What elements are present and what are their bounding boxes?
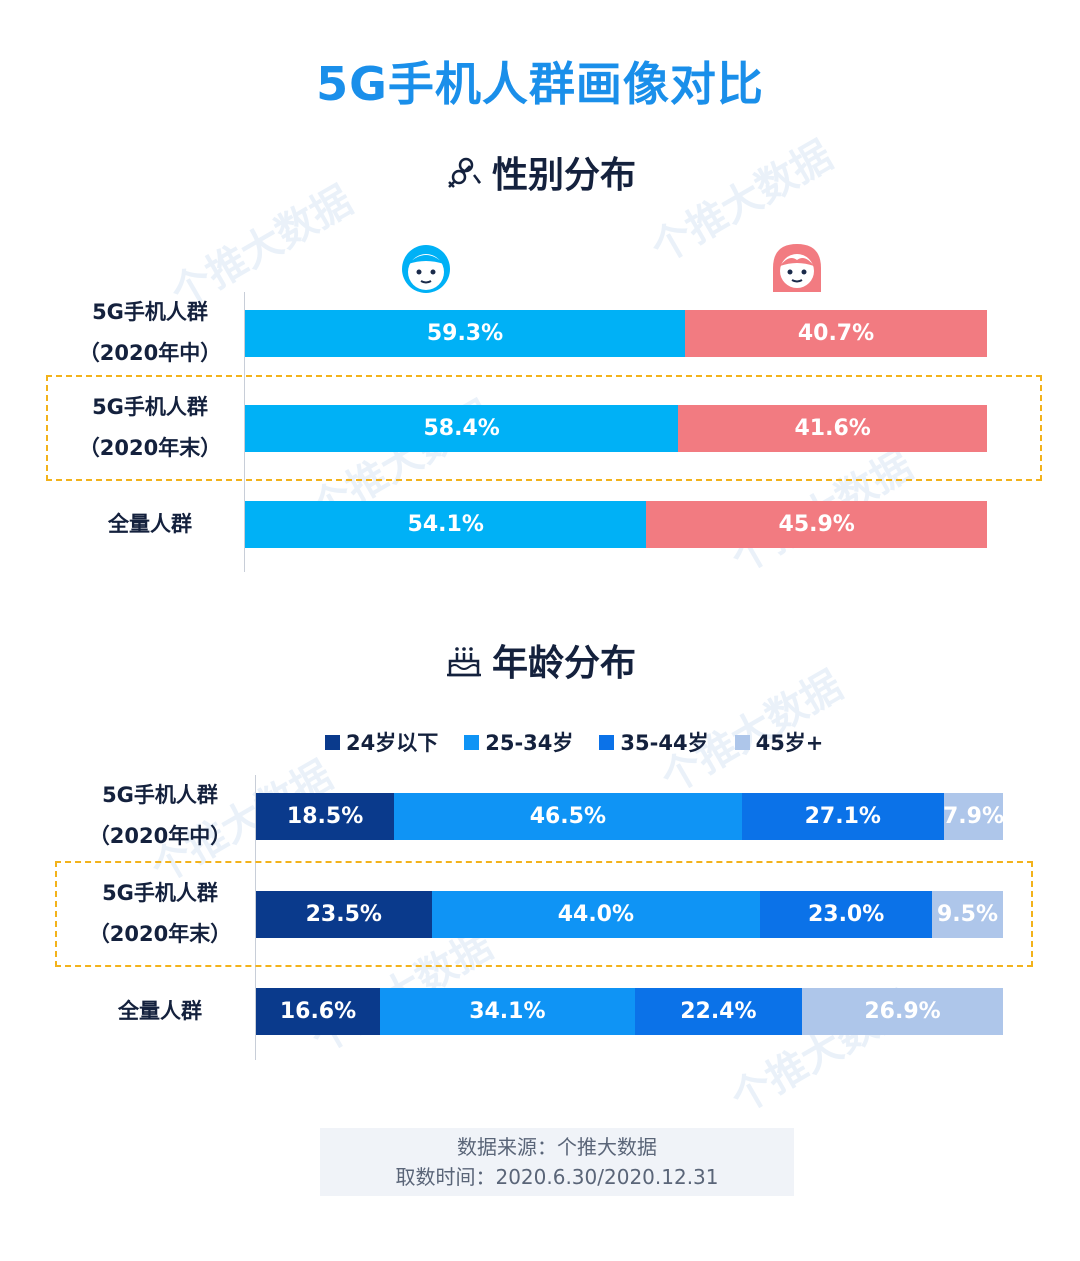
data-label: 44.0% (557, 901, 635, 927)
date-range-line: 取数时间：2020.6.30/2020.12.31 (395, 1165, 719, 1189)
page-title: 5G手机人群画像对比 (316, 57, 764, 111)
category-label-line: （2020年中） (88, 824, 232, 848)
legend-swatch (325, 734, 340, 750)
bar-segment: 26.9% (802, 987, 1003, 1035)
bar-segment: 23.0% (760, 890, 933, 938)
legend-item: 35-44岁 (599, 727, 709, 757)
data-label: 16.6% (279, 998, 357, 1024)
category-label: 5G手机人群 （2020年中） (70, 775, 250, 857)
highlight-box (55, 861, 1033, 967)
category-label-line: （2020年末） (78, 436, 222, 460)
data-label: 18.5% (286, 803, 364, 829)
source-line: 数据来源：个推大数据 (457, 1135, 657, 1159)
bar-segment: 59.3% (245, 309, 685, 357)
category-label: 全量人群 (70, 991, 250, 1032)
data-label: 22.4% (680, 998, 757, 1024)
legend-swatch (599, 734, 615, 750)
category-label-line: 5G手机人群 (102, 783, 218, 807)
bar-segment: 22.4% (634, 987, 803, 1035)
bar-segment: 45.9% (646, 500, 987, 548)
data-label: 26.9% (864, 998, 941, 1024)
bar-segment: 40.7% (685, 309, 987, 357)
bar-segment: 34.1% (380, 987, 635, 1035)
bar-segment: 16.6% (256, 987, 380, 1035)
girl-face-icon (767, 238, 827, 300)
gender-icon (444, 153, 484, 202)
category-label-line: 全量人群 (108, 511, 192, 536)
bar-segment: 41.6% (678, 404, 987, 452)
data-label: 41.6% (794, 415, 871, 441)
bar-segment: 9.5% (932, 890, 1003, 938)
bar-segment: 54.1% (245, 500, 647, 548)
data-label: 59.3% (426, 320, 504, 346)
source-box: 数据来源：个推大数据 取数时间：2020.6.30/2020.12.31 (320, 1128, 794, 1196)
data-label: 7.9% (942, 803, 1004, 829)
category-label: 5G手机人群 （2020年末） (70, 873, 250, 955)
gender-section-title: 性别分布 (0, 146, 1080, 202)
data-label: 27.1% (804, 803, 881, 829)
category-label-line: （2020年末） (88, 922, 232, 946)
boy-face-icon (396, 238, 456, 300)
data-label: 58.4% (423, 415, 500, 441)
bar-segment: 46.5% (394, 792, 742, 840)
bar-segment: 27.1% (741, 792, 944, 840)
cake-icon (444, 641, 484, 690)
age-section-title-text: 年龄分布 (491, 643, 636, 684)
legend-item: 45岁+ (734, 727, 824, 757)
highlight-box (46, 375, 1042, 481)
data-label: 40.7% (797, 320, 875, 346)
data-label: 54.1% (407, 511, 484, 537)
legend-label: 35-44岁 (620, 731, 709, 755)
legend-label: 45岁+ (755, 731, 824, 755)
category-label-line: 5G手机人群 (102, 881, 218, 905)
category-label-line: （2020年中） (78, 341, 222, 365)
bar-segment: 18.5% (256, 792, 395, 840)
legend-label: 25-34岁 (485, 731, 574, 755)
data-label: 23.5% (305, 901, 382, 927)
age-section-title: 年龄分布 (0, 634, 1080, 690)
chart-axis (244, 292, 245, 572)
category-label: 5G手机人群 （2020年末） (60, 387, 240, 469)
category-label: 全量人群 (60, 504, 240, 545)
data-label: 45.9% (778, 511, 855, 537)
category-label: 5G手机人群 （2020年中） (60, 292, 240, 374)
legend-item: 25-34岁 (464, 727, 573, 757)
legend-swatch (464, 734, 480, 750)
data-label: 34.1% (469, 998, 546, 1024)
data-label: 23.0% (807, 901, 885, 927)
chart-axis (255, 775, 256, 1060)
legend-item: 24岁以下 (325, 727, 438, 757)
age-legend: 24岁以下 25-34岁 35-44岁 45岁+ (325, 729, 849, 755)
gender-section-title-text: 性别分布 (491, 155, 636, 196)
category-label-line: 5G手机人群 (92, 300, 208, 324)
category-label-line: 5G手机人群 (92, 395, 208, 419)
category-label-line: 全量人群 (118, 998, 202, 1023)
bar-segment: 7.9% (942, 792, 1004, 840)
legend-swatch (734, 734, 750, 750)
bar-segment: 23.5% (256, 890, 432, 938)
data-label: 46.5% (529, 803, 607, 829)
data-label: 9.5% (937, 901, 999, 927)
bar-segment: 44.0% (431, 890, 761, 938)
bar-segment: 58.4% (245, 404, 679, 452)
legend-label: 24岁以下 (346, 731, 439, 755)
